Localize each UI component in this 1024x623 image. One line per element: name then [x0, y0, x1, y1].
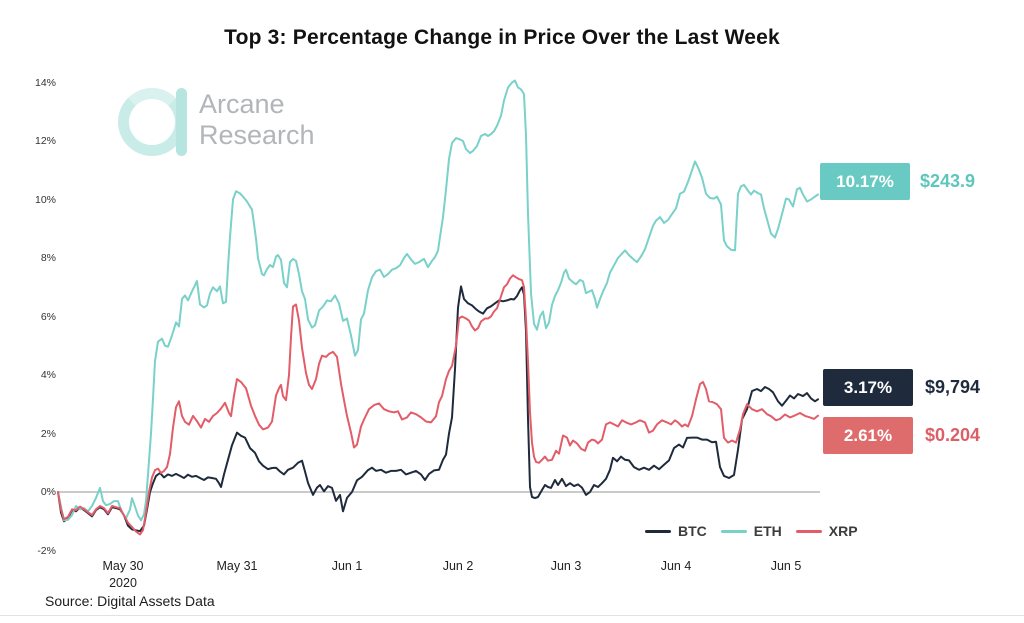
series-line-btc — [57, 285, 819, 533]
btc-price-label: $9,794 — [925, 377, 981, 397]
btc-line-swatch-icon — [645, 529, 671, 533]
logo-a-icon — [118, 88, 188, 156]
y-tick-label: 14% — [34, 76, 56, 89]
page-title: Top 3: Percentage Change in Price Over t… — [224, 26, 780, 49]
legend-label: BTC — [678, 523, 707, 539]
arcane-research-logo: Arcane Research — [118, 88, 315, 156]
x-axis-year-label: 2020 — [109, 576, 137, 590]
btc-change-badge: 3.17% — [823, 369, 913, 406]
series-line-eth — [57, 79, 819, 522]
y-tick-label: 12% — [34, 135, 56, 147]
x-tick-label: May 30 — [102, 559, 144, 573]
y-tick-label: 10% — [34, 193, 56, 206]
y-tick-label: 0% — [40, 486, 56, 498]
y-tick-label: 6% — [40, 310, 56, 323]
eth-change-badge: 10.17% — [820, 163, 910, 200]
bottom-divider — [0, 615, 1024, 616]
y-tick-label: 2% — [40, 427, 56, 440]
logo-line1: Arcane — [199, 89, 285, 119]
legend: BTC ETH XRP — [645, 523, 858, 539]
x-tick-label: Jun 5 — [770, 559, 802, 573]
x-tick-label: Jun 4 — [660, 559, 692, 573]
xrp-price-label: $0.204 — [925, 425, 981, 445]
legend-item-eth[interactable]: ETH — [720, 523, 782, 539]
legend-label: XRP — [828, 523, 858, 539]
source-note: Source: Digital Assets Data — [45, 593, 215, 609]
y-tick-label: 8% — [40, 252, 56, 264]
logo-wordmark: Arcane Research — [199, 89, 315, 151]
logo-bar-shape — [176, 88, 187, 156]
eth-line-swatch-icon — [720, 529, 747, 533]
y-tick-label: 4% — [40, 369, 56, 381]
legend-label: ETH — [753, 523, 782, 539]
y-tick-label: -2% — [37, 544, 56, 557]
xrp-change-badge: 2.61% — [823, 417, 913, 454]
x-tick-label: Jun 1 — [331, 559, 363, 573]
series-line-xrp — [57, 274, 819, 536]
x-tick-label: Jun 2 — [442, 559, 474, 573]
x-tick-label: Jun 3 — [550, 559, 582, 573]
legend-item-xrp[interactable]: XRP — [795, 523, 858, 539]
xrp-line-swatch-icon — [795, 529, 822, 533]
eth-price-label: $243.9 — [920, 171, 976, 191]
x-tick-label: May 31 — [216, 559, 258, 573]
logo-line2: Research — [199, 120, 315, 150]
legend-item-btc[interactable]: BTC — [645, 523, 707, 539]
